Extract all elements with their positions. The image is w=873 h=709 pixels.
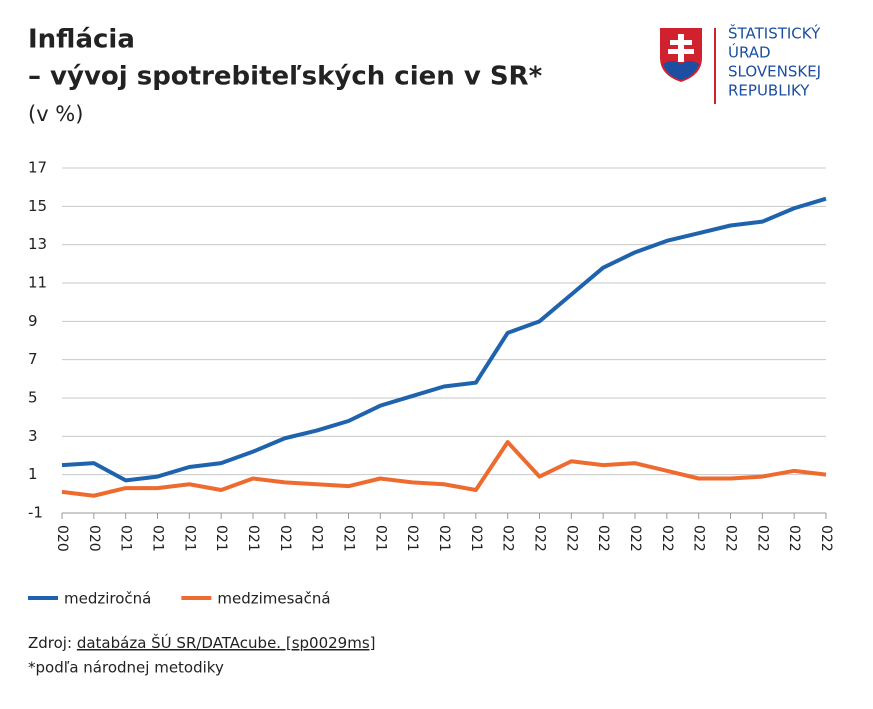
x-tick-label: 022 [691,525,707,552]
y-tick-label: 15 [28,197,47,215]
y-tick-label: 7 [28,350,38,368]
chart-title: Inflácia [28,25,135,55]
y-tick-label: 9 [28,312,38,330]
x-tick-label: 021 [181,525,197,552]
x-tick-label: 021 [341,525,357,552]
x-tick-label: 022 [532,525,548,552]
x-tick-label: 021 [436,525,452,552]
source: Zdroj: databáza ŠÚ SR/DATAcube. [sp0029m… [28,633,376,652]
y-tick-label: -1 [28,504,43,522]
legend-label: medzimesačná [217,590,330,608]
logo-cross [668,34,694,62]
source-link[interactable]: databáza ŠÚ SR/DATAcube. [sp0029ms] [77,633,376,652]
x-tick-label: 021 [118,525,134,552]
y-tick-label: 5 [28,389,38,407]
chart-subtitle: (v %) [28,102,83,126]
x-tick-label: 021 [213,525,229,552]
footnote: *podľa národnej metodiky [28,659,224,677]
x-tick-label: 022 [595,525,611,552]
logo-text: ŠTATISTICKÝ [728,24,821,43]
x-tick-label: 022 [723,525,739,552]
chart-title: – vývoj spotrebiteľských cien v SR* [28,62,543,92]
x-tick-label: 022 [500,525,516,552]
x-tick-label: 022 [563,525,579,552]
x-tick-label: 021 [150,525,166,552]
x-tick-label: 021 [468,525,484,552]
x-tick-label: 021 [309,525,325,552]
x-tick-label: 022 [754,525,770,552]
logo-text: ÚRAD [728,43,771,62]
x-tick-label: 022 [786,525,802,552]
series-line [61,440,827,498]
logo-hills [663,61,699,80]
legend-label: medziročná [64,590,151,608]
x-tick-label: 021 [245,525,261,552]
x-tick-label: 021 [372,525,388,552]
logo-text: SLOVENSKEJ [728,63,821,81]
x-tick-label: 020 [54,525,70,552]
x-tick-label: 022 [627,525,643,552]
x-tick-label: 021 [277,525,293,552]
series-line [61,196,827,483]
source-prefix: Zdroj: [28,634,72,652]
logo: ŠTATISTICKÝ ÚRAD SLOVENSKEJ REPUBLIKY [660,24,821,104]
y-tick-label: 11 [28,274,47,292]
x-tick-label: 020 [86,525,102,552]
logo-text: REPUBLIKY [728,82,810,100]
x-tick-label: 021 [404,525,420,552]
x-tick-label: 022 [659,525,675,552]
y-tick-label: 3 [28,427,38,445]
y-tick-label: 13 [28,235,47,253]
y-tick-label: 1 [28,465,38,483]
x-tick-label: 022 [818,525,834,552]
y-tick-label: 17 [28,159,47,177]
